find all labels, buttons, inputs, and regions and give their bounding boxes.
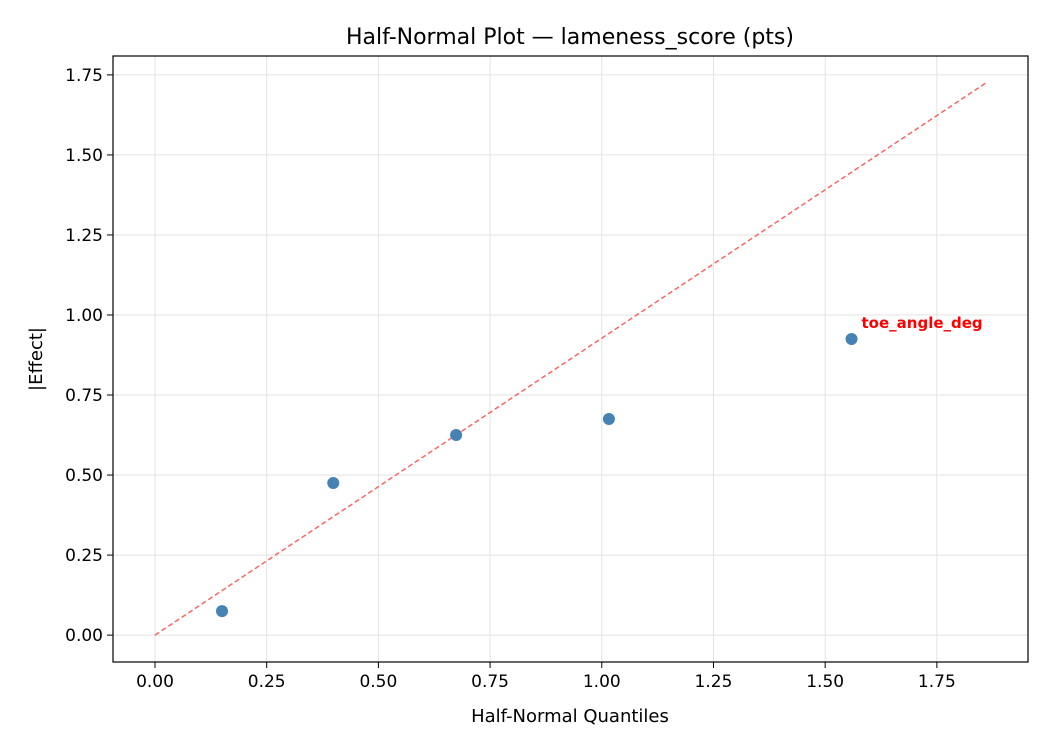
x-tick-label: 0.00 [136, 672, 174, 692]
x-axis-label: Half-Normal Quantiles [471, 706, 669, 727]
plot-frame [112, 55, 1029, 663]
chart-title: Half-Normal Plot — lameness_score (pts) [346, 25, 794, 50]
x-tick-label: 1.50 [806, 672, 844, 692]
y-tick-label: 0.75 [65, 386, 103, 406]
grid [113, 56, 1028, 662]
y-tick-label: 1.25 [65, 226, 103, 246]
annotations: toe_angle_deg [862, 314, 983, 332]
x-tick-label: 1.75 [918, 672, 956, 692]
y-tick-label: 0.50 [65, 466, 103, 486]
y-tick-label: 1.75 [65, 66, 103, 86]
y-tick-label: 0.25 [65, 546, 103, 566]
data-point [845, 332, 858, 345]
y-axis-label: |Effect| [26, 327, 47, 391]
data-point [216, 605, 229, 618]
x-tick-label: 0.75 [471, 672, 509, 692]
data-point [327, 477, 340, 490]
axis-ticks: 0.00 0.25 0.50 0.75 1.00 1.25 1.50 1.75 0.00 0.25… [65, 66, 956, 692]
x-tick-label: 0.50 [359, 672, 397, 692]
y-tick-label: 1.50 [65, 146, 103, 166]
reference-line [154, 82, 987, 636]
x-tick-label: 0.25 [248, 672, 286, 692]
x-tick-label: 1.00 [583, 672, 621, 692]
data-point [602, 413, 615, 426]
y-tick-label: 0.00 [65, 626, 103, 646]
y-tick-label: 1.00 [65, 306, 103, 326]
data-point [450, 429, 463, 442]
annotation-label: toe_angle_deg [862, 314, 983, 332]
data-points [216, 332, 858, 618]
x-tick-label: 1.25 [695, 672, 733, 692]
